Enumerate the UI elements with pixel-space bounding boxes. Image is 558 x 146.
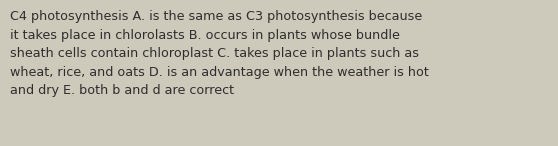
Text: C4 photosynthesis A. is the same as C3 photosynthesis because
it takes place in : C4 photosynthesis A. is the same as C3 p… (10, 10, 429, 97)
